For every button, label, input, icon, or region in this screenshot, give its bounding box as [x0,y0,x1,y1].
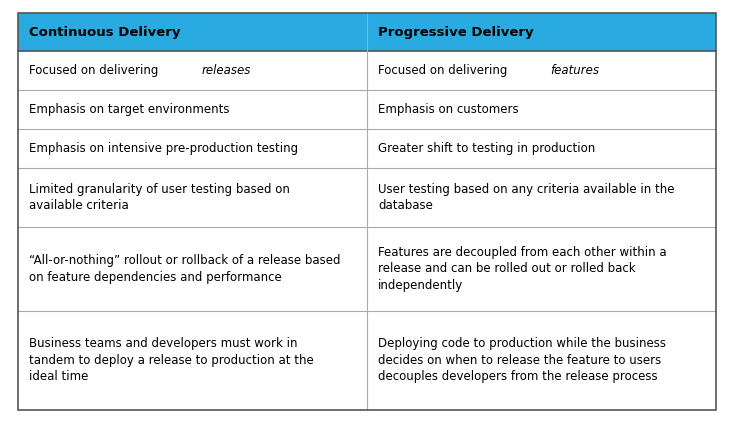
Bar [18,13,716,52]
Text: Features are decoupled from each other within a
release and can be rolled out or: Features are decoupled from each other w… [378,246,666,292]
Text: Continuous Delivery: Continuous Delivery [29,25,181,38]
Text: features: features [550,64,599,77]
Bar [18,310,716,410]
Bar [18,129,716,168]
Bar [18,168,716,227]
Text: Focused on delivering: Focused on delivering [29,64,162,77]
Text: User testing based on any criteria available in the
database: User testing based on any criteria avail… [378,183,675,212]
Bar [18,52,716,90]
Bar [18,227,716,310]
Bar [18,90,716,129]
Text: Greater shift to testing in production: Greater shift to testing in production [378,142,595,155]
Text: Deploying code to production while the business
decides on when to release the f: Deploying code to production while the b… [378,338,666,384]
Text: releases: releases [201,64,250,77]
Text: Emphasis on target environments: Emphasis on target environments [29,103,230,116]
Text: Business teams and developers must work in
tandem to deploy a release to product: Business teams and developers must work … [29,338,314,384]
Text: Focused on delivering: Focused on delivering [378,64,511,77]
Text: “All-or-nothing” rollout or rollback of a release based
on feature dependencies : “All-or-nothing” rollout or rollback of … [29,254,341,284]
Text: Emphasis on customers: Emphasis on customers [378,103,519,116]
Text: Emphasis on intensive pre-production testing: Emphasis on intensive pre-production tes… [29,142,299,155]
Text: Limited granularity of user testing based on
available criteria: Limited granularity of user testing base… [29,183,290,212]
Text: Progressive Delivery: Progressive Delivery [378,25,534,38]
